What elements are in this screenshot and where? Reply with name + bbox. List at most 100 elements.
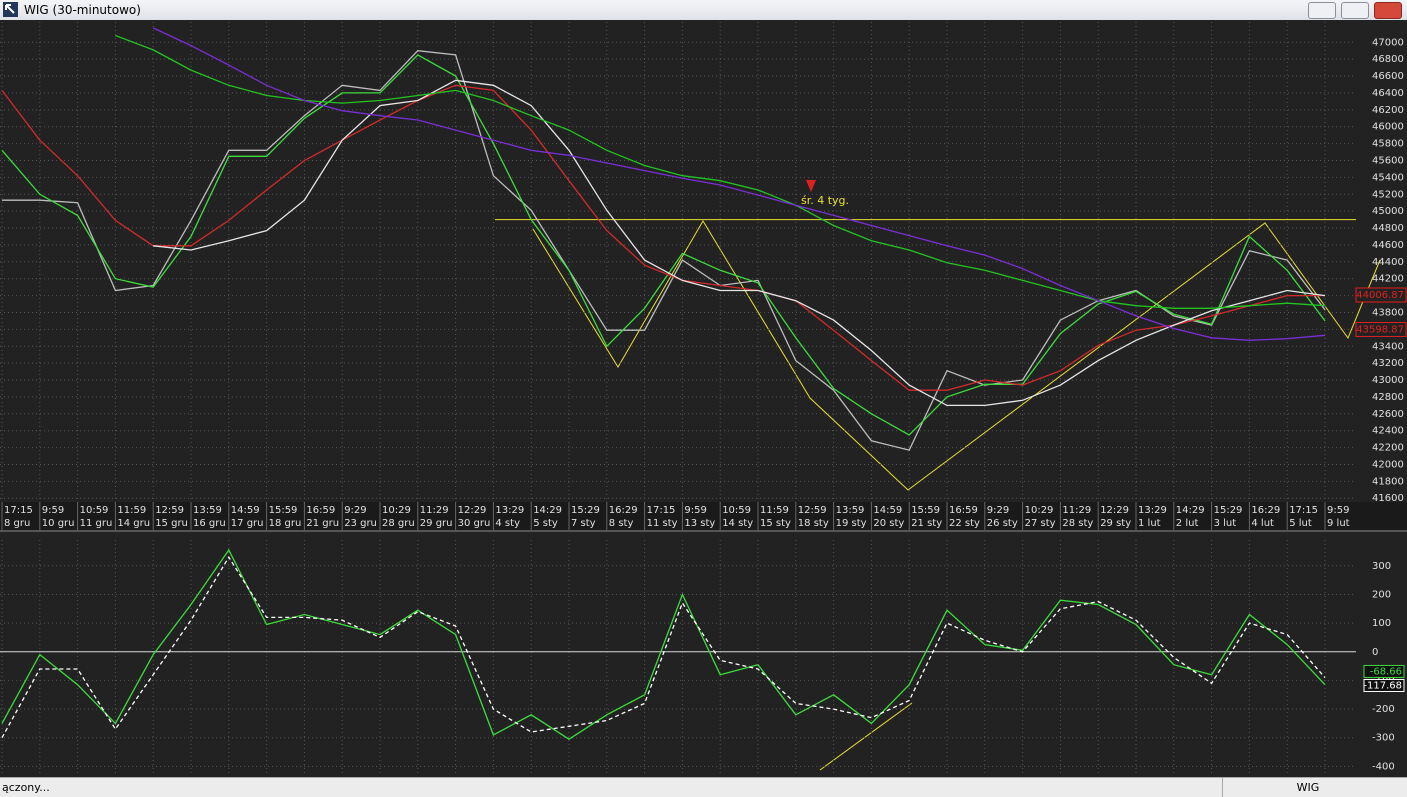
y-tick-label: 42400 [1372, 426, 1404, 437]
y-tick-label: 43400 [1372, 341, 1404, 352]
x-date-label: 4 lut [1251, 518, 1274, 529]
status-text: ączony... [2, 781, 50, 794]
y-tick-label: 44400 [1372, 257, 1404, 268]
y-tick-label: 46600 [1372, 71, 1404, 82]
x-tick-label: 9:59 [42, 505, 64, 516]
x-date-label: 18 gru [269, 518, 302, 529]
y-tick-label: 45800 [1372, 139, 1404, 150]
zigzag [532, 220, 1381, 491]
y-tick-label: 42200 [1372, 443, 1404, 454]
x-date-label: 5 sty [533, 518, 558, 529]
maximize-button[interactable] [1341, 2, 1369, 19]
value-label-box [1363, 664, 1405, 678]
x-date-label: 21 gru [306, 518, 339, 529]
y-tick-label: 47000 [1372, 37, 1404, 48]
x-date-label: 27 sty [1025, 518, 1056, 529]
trendlines [532, 220, 1381, 771]
x-tick-label: 15:29 [1214, 505, 1243, 516]
x-date-label: 7 sty [571, 518, 596, 529]
background [0, 20, 1407, 777]
close-button[interactable] [1374, 2, 1402, 19]
series-line [1, 548, 1326, 740]
x-tick-label: 15:59 [911, 505, 940, 516]
x-tick-label: 13:29 [495, 505, 524, 516]
x-date-label: 20 sty [873, 518, 904, 529]
x-date-label: 8 sty [609, 518, 634, 529]
x-date-label: 29 sty [1100, 518, 1131, 529]
x-tick-label: 9:29 [987, 505, 1009, 516]
x-date-label: 17 gru [231, 518, 264, 529]
series-line [2, 50, 1326, 451]
status-bar: ączony... WIG [0, 777, 1407, 797]
y-tick-label: 44800 [1372, 223, 1404, 234]
y-tick-label: 300 [1372, 561, 1391, 572]
series-line [153, 79, 1326, 407]
x-tick-label: 11:29 [1062, 505, 1091, 516]
price-label: 43598.87 [1356, 324, 1404, 335]
x-tick-label: 13:59 [836, 505, 865, 516]
y-tick-label: 46400 [1372, 88, 1404, 99]
y-tick-label: -300 [1372, 733, 1395, 744]
app-icon [3, 2, 18, 17]
price-label: 44006.87 [1356, 290, 1404, 301]
value-label: -117.68 [1363, 680, 1402, 691]
x-tick-label: 10:29 [1025, 505, 1054, 516]
x-date-label: 2 lut [1176, 518, 1199, 529]
series-line [1, 84, 1325, 391]
series-line [1, 555, 1326, 739]
x-tick-label: 14:59 [231, 505, 260, 516]
trendline [819, 702, 913, 771]
price-label-box [1355, 321, 1407, 337]
window-title: WIG (30-minutowo) [24, 3, 141, 17]
x-tick-label: 13:29 [1138, 505, 1167, 516]
x-tick-label: 11:59 [117, 505, 146, 516]
y-tick-label: 41600 [1372, 493, 1404, 504]
value-label-box [1363, 678, 1405, 692]
x-date-label: 19 sty [836, 518, 867, 529]
x-date-label: 28 sty [1062, 518, 1093, 529]
minimize-button[interactable] [1308, 2, 1336, 19]
y-tick-label: 44600 [1372, 240, 1404, 251]
series-line [115, 34, 1326, 309]
x-date-label: 9 lut [1327, 518, 1350, 529]
x-tick-label: 10:59 [80, 505, 109, 516]
x-date-label: 11 gru [80, 518, 113, 529]
x-date-label: 16 gru [193, 518, 226, 529]
x-tick-label: 12:59 [155, 505, 184, 516]
x-tick-label: 12:59 [798, 505, 827, 516]
x-tick-label: 11:29 [420, 505, 449, 516]
x-date-label: 11 sty [647, 518, 678, 529]
x-tick-label: 15:59 [269, 505, 298, 516]
y-tick-label: 42600 [1372, 409, 1404, 420]
x-date-label: 8 gru [4, 518, 30, 529]
x-tick-label: 10:59 [722, 505, 751, 516]
x-tick-label: 17:15 [4, 505, 33, 516]
series-line [152, 27, 1326, 341]
x-tick-label: 9:59 [684, 505, 706, 516]
y-tick-label: 43800 [1372, 307, 1404, 318]
x-tick-label: 14:29 [533, 505, 562, 516]
x-tick-label: 16:29 [609, 505, 638, 516]
value-label: -68.66 [1370, 666, 1402, 677]
y-tick-label: -400 [1372, 761, 1395, 772]
x-tick-label: 17:15 [1289, 505, 1318, 516]
y-tick-label: -200 [1372, 704, 1395, 715]
x-tick-label: 17:15 [647, 505, 676, 516]
y-tick-label: 45200 [1372, 189, 1404, 200]
x-date-label: 10 gru [42, 518, 75, 529]
x-date-label: 13 sty [684, 518, 715, 529]
y-tick-label: 46200 [1372, 105, 1404, 116]
y-tick-label: 45400 [1372, 172, 1404, 183]
title-bar: WIG (30-minutowo) [0, 0, 1407, 20]
y-tick-label: 42800 [1372, 392, 1404, 403]
annotation: śr. 4 tyg. [801, 194, 849, 207]
x-date-label: 21 sty [911, 518, 942, 529]
x-date-label: 14 sty [722, 518, 753, 529]
x-date-label: 14 gru [117, 518, 150, 529]
y-tick-label: 42000 [1372, 459, 1404, 470]
x-tick-label: 12:29 [1100, 505, 1129, 516]
y-tick-label: 43000 [1372, 375, 1404, 386]
y-tick-label: 44200 [1372, 274, 1404, 285]
x-date-label: 15 sty [760, 518, 791, 529]
